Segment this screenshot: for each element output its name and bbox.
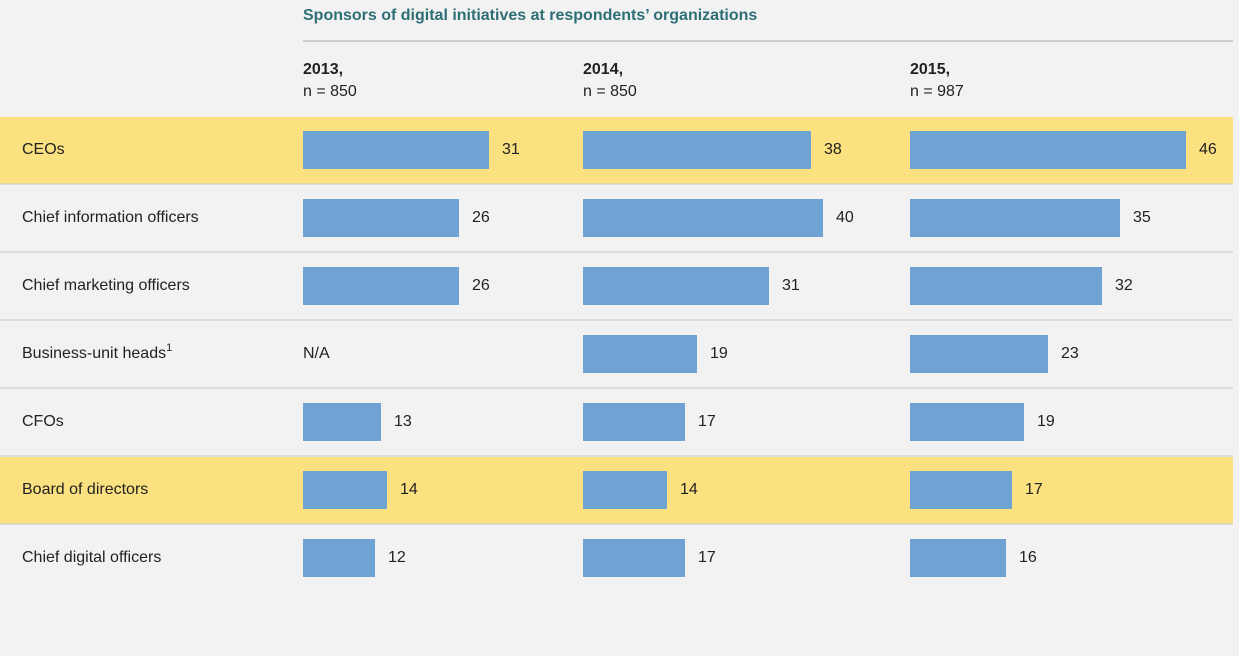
value-label: 38 [824,141,842,158]
bar [303,539,375,577]
category-label: Chief marketing officers [22,277,190,294]
bar [583,471,667,509]
series-name: 2014, [583,61,623,78]
value-label: 40 [836,209,854,226]
category-label: CEOs [22,141,65,158]
value-label: 13 [394,413,412,430]
series-n: n = 850 [583,83,637,100]
value-label: 14 [400,481,418,498]
bar [910,199,1120,237]
category-label: CFOs [22,413,64,430]
bar [583,403,685,441]
bar [303,403,381,441]
value-label: 35 [1133,209,1151,226]
value-label: 17 [1025,481,1043,498]
value-label: 46 [1199,141,1217,158]
bar [583,539,685,577]
bar [303,199,459,237]
value-label: N/A [303,345,330,362]
series-name: 2013, [303,61,343,78]
category-label: Board of directors [22,481,148,498]
value-label: 31 [502,141,520,158]
series-name: 2015, [910,61,950,78]
bar [910,131,1186,169]
category-label: Chief information officers [22,209,199,226]
footnote-mark: 1 [166,342,172,354]
bar [910,403,1024,441]
value-label: 26 [472,277,490,294]
bar [910,335,1048,373]
value-label: 26 [472,209,490,226]
series-n: n = 987 [910,83,964,100]
chart-title: Sponsors of digital initiatives at respo… [303,7,757,24]
bar [910,267,1102,305]
bar [303,267,459,305]
bar [910,471,1012,509]
series-n: n = 850 [303,83,357,100]
value-label: 32 [1115,277,1133,294]
bar [303,131,489,169]
bar [583,335,697,373]
value-label: 17 [698,413,716,430]
value-label: 16 [1019,549,1037,566]
value-label: 23 [1061,345,1079,362]
bar [303,471,387,509]
value-label: 12 [388,549,406,566]
value-label: 14 [680,481,698,498]
bar [583,131,811,169]
value-label: 19 [710,345,728,362]
value-label: 19 [1037,413,1055,430]
bar [910,539,1006,577]
category-label: Business-unit heads1 [22,342,172,362]
category-label: Chief digital officers [22,549,161,566]
bar [583,267,769,305]
bar [583,199,823,237]
value-label: 31 [782,277,800,294]
value-label: 17 [698,549,716,566]
